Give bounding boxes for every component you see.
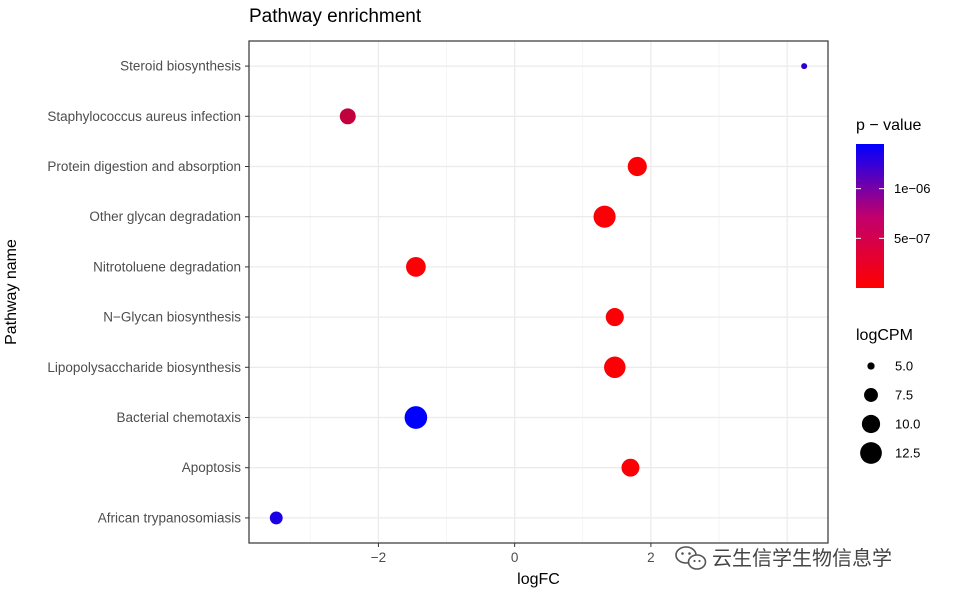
p-value-colorbar (856, 144, 884, 288)
chart-title: Pathway enrichment (249, 6, 422, 27)
y-tick-label: Other glycan degradation (89, 209, 241, 224)
y-axis: African trypanosomiasis Apoptosis Bacteria… (47, 59, 249, 525)
size-legend-label: 5.0 (895, 359, 913, 374)
x-tick-label: 2 (647, 550, 655, 565)
y-axis-title: Pathway name (3, 239, 20, 345)
colorbar-tick-label: 5e−07 (894, 231, 931, 246)
colorbar-tick-label: 1e−06 (894, 181, 931, 196)
plot-panel-border (248, 40, 829, 544)
x-axis-title: logFC (517, 571, 560, 588)
data-point (406, 257, 426, 277)
size-legend-label: 10.0 (895, 417, 920, 432)
x-axis: −2 0 2 (371, 543, 655, 565)
data-point (604, 356, 626, 379)
y-tick-label: Bacterial chemotaxis (116, 410, 241, 425)
y-tick-label: Steroid biosynthesis (120, 59, 241, 74)
logcpm-legend: logCPM 5.0 7.5 10.0 12.5 (856, 327, 920, 464)
size-legend-label: 7.5 (895, 388, 913, 403)
y-tick-label: Nitrotoluene degradation (93, 259, 241, 274)
data-point (801, 63, 808, 70)
y-tick-label: Protein digestion and absorption (47, 159, 241, 174)
data-point (593, 205, 616, 228)
data-point (404, 406, 428, 429)
logcpm-legend-items: 5.0 7.5 10.0 12.5 (860, 359, 920, 464)
data-point (621, 458, 640, 477)
data-point (627, 156, 647, 177)
size-legend-dot (867, 362, 875, 370)
x-tick-label: −2 (371, 550, 386, 565)
p-value-legend-ticks: 5e−07 1e−06 (856, 181, 931, 246)
p-value-legend-title: p − value (856, 117, 921, 134)
y-tick-label: Apoptosis (182, 460, 242, 475)
size-legend-dot (864, 388, 878, 402)
plot-grid (249, 41, 828, 543)
wechat-icon (675, 546, 707, 570)
size-legend-label: 12.5 (895, 446, 920, 461)
watermark-text: 云生信学生物信息学 (712, 547, 892, 570)
size-legend-dot (860, 442, 882, 464)
data-point (339, 108, 356, 125)
x-tick-label: 0 (511, 550, 519, 565)
y-tick-label: African trypanosomiasis (98, 510, 242, 525)
watermark: 云生信学生物信息学 (675, 546, 892, 570)
y-tick-label: Lipopolysaccharide biosynthesis (47, 360, 241, 375)
data-points (269, 63, 808, 525)
data-point (269, 511, 283, 525)
y-tick-label: N−Glycan biosynthesis (103, 310, 241, 325)
logcpm-legend-title: logCPM (856, 327, 913, 344)
p-value-legend: p − value 5e−07 1e−06 (856, 117, 931, 288)
data-point (605, 308, 624, 327)
size-legend-dot (861, 414, 881, 434)
y-tick-label: Staphylococcus aureus infection (47, 109, 241, 124)
